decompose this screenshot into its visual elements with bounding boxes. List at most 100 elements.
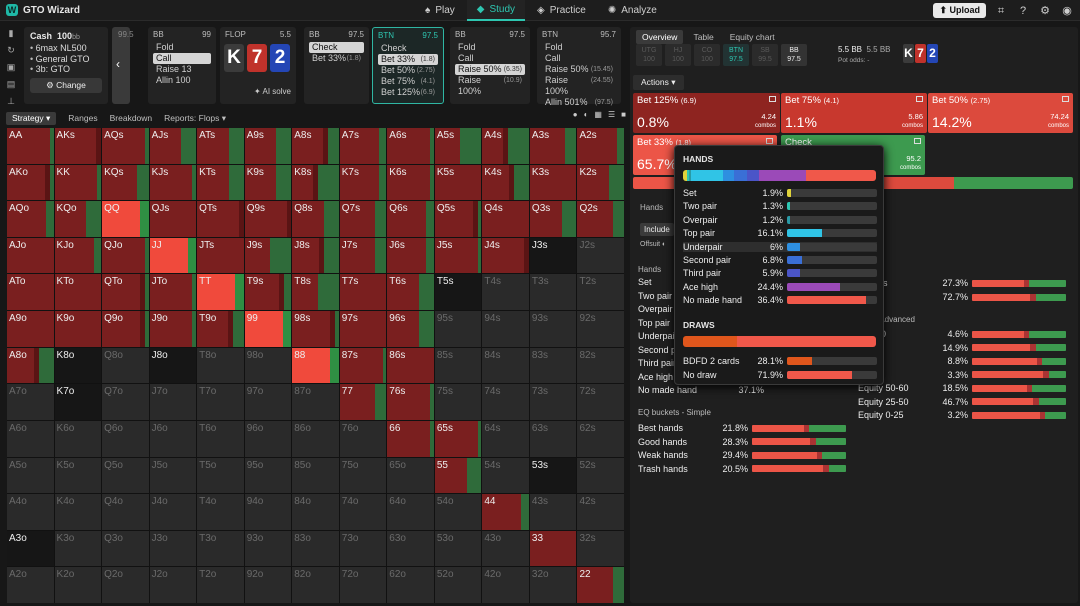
export-icon[interactable]: ⊥ — [7, 96, 15, 106]
hand-cell-k6s[interactable]: K6s — [387, 164, 434, 201]
hand-cell-64s[interactable]: 64s — [482, 420, 529, 457]
tab-equity-chart[interactable]: Equity chart — [729, 32, 775, 42]
hand-cell-55[interactable]: 55 — [434, 457, 482, 494]
player-column-btn[interactable]: BTN 95.7 Fold Call Raise 50% (15.45) Raise 100… — [537, 27, 621, 107]
hand-cell-q7s[interactable]: Q7s — [339, 201, 387, 237]
hand-cell-t6s[interactable]: T6s — [387, 274, 434, 311]
hand-cell-q7o[interactable]: Q7o — [102, 384, 149, 420]
player-column-bb[interactable]: BB 99 Fold Call Raise 13 Allin 100 — [148, 27, 216, 104]
tab-reports-flops[interactable]: Reports: Flops ▾ — [164, 112, 227, 123]
hand-cell-76o[interactable]: 76o — [339, 420, 387, 457]
hand-cell-j8s[interactable]: J8s — [292, 237, 339, 274]
hand-cell-22[interactable]: 22 — [577, 567, 624, 603]
hand-cell-82s[interactable]: 82s — [577, 347, 624, 384]
hand-cell-97o[interactable]: 97o — [244, 384, 292, 420]
hand-cell-k7o[interactable]: K7o — [54, 384, 102, 420]
hand-cell-a9o[interactable]: A9o — [7, 311, 54, 347]
hand-cell-t4s[interactable]: T4s — [482, 274, 529, 311]
contrast-icon[interactable]: ◐ — [583, 110, 589, 119]
hand-cell-85o[interactable]: 85o — [292, 457, 339, 494]
nav-study[interactable]: ◆ Study — [466, 0, 526, 21]
hand-cell-87o[interactable]: 87o — [292, 384, 339, 420]
hand-cell-a2s[interactable]: A2s — [577, 128, 624, 164]
hand-cell-t6o[interactable]: T6o — [197, 420, 244, 457]
hand-cell-kk[interactable]: KK — [54, 164, 102, 201]
position-btn[interactable]: BTN 97.5 — [723, 44, 749, 66]
hand-cell-j2s[interactable]: J2s — [577, 237, 624, 274]
action-box-1[interactable]: Bet 75% (4.1) 1.1% 5.86 combos — [781, 93, 927, 133]
hand-cell-q2s[interactable]: Q2s — [577, 201, 624, 237]
hand-cell-95o[interactable]: 95o — [244, 457, 292, 494]
action-box-0[interactable]: Bet 125% (6.9) 0.8% 4.24 combos — [633, 93, 780, 133]
expand-icon[interactable] — [769, 96, 776, 102]
hand-cell-77[interactable]: 77 — [339, 384, 387, 420]
change-button[interactable]: ⚙ Change — [30, 77, 102, 93]
position-sb[interactable]: SB 99.5 — [752, 44, 778, 66]
hand-cell-t2o[interactable]: T2o — [197, 567, 244, 603]
hand-cell-j7s[interactable]: J7s — [339, 237, 387, 274]
hand-cell-k7s[interactable]: K7s — [339, 164, 387, 201]
hand-cell-q5s[interactable]: Q5s — [434, 201, 482, 237]
hand-cell-95s[interactable]: 95s — [434, 311, 482, 347]
hand-cell-43s[interactable]: 43s — [529, 494, 577, 530]
hand-cell-a5o[interactable]: A5o — [7, 457, 54, 494]
hand-cell-92o[interactable]: 92o — [244, 567, 292, 603]
hand-cell-32o[interactable]: 32o — [529, 567, 577, 603]
hand-cell-73s[interactable]: 73s — [529, 384, 577, 420]
hand-cell-t3o[interactable]: T3o — [197, 530, 244, 567]
action-option[interactable]: Raise 13 — [153, 64, 211, 75]
hand-cell-k4s[interactable]: K4s — [482, 164, 529, 201]
hand-cell-q8s[interactable]: Q8s — [292, 201, 339, 237]
hand-cell-aks[interactable]: AKs — [54, 128, 102, 164]
hand-cell-44[interactable]: 44 — [482, 494, 529, 530]
hand-cell-83s[interactable]: 83s — [529, 347, 577, 384]
hand-cell-ako[interactable]: AKo — [7, 164, 54, 201]
refresh-icon[interactable]: ↻ — [7, 45, 15, 55]
hand-cell-93s[interactable]: 93s — [529, 311, 577, 347]
hand-cell-76s[interactable]: 76s — [387, 384, 434, 420]
actions-dropdown[interactable]: Actions ▾ — [633, 75, 684, 90]
hand-cell-74o[interactable]: 74o — [339, 494, 387, 530]
print-icon[interactable]: ▤ — [6, 79, 16, 89]
hand-cell-t5s[interactable]: T5s — [434, 274, 482, 311]
hand-cell-53o[interactable]: 53o — [434, 530, 482, 567]
hand-cell-97s[interactable]: 97s — [339, 311, 387, 347]
upload-button[interactable]: ⬆ Upload — [933, 3, 986, 18]
hand-cell-ajo[interactable]: AJo — [7, 237, 54, 274]
nav-play[interactable]: ♠ Play — [415, 0, 465, 21]
hand-cell-a7o[interactable]: A7o — [7, 384, 54, 420]
action-option[interactable]: Fold — [542, 42, 616, 53]
hand-cell-k2o[interactable]: K2o — [54, 567, 102, 603]
hand-cell-92s[interactable]: 92s — [577, 311, 624, 347]
hand-cell-q8o[interactable]: Q8o — [102, 347, 149, 384]
tab-overview[interactable]: Overview — [636, 30, 684, 44]
hand-cell-t9s[interactable]: T9s — [244, 274, 292, 311]
help-icon[interactable]: ? — [1019, 4, 1027, 17]
hand-cell-94s[interactable]: 94s — [482, 311, 529, 347]
hand-cell-qts[interactable]: QTs — [197, 201, 244, 237]
hand-cell-t2s[interactable]: T2s — [577, 274, 624, 311]
hand-cell-q2o[interactable]: Q2o — [102, 567, 149, 603]
hand-cell-82o[interactable]: 82o — [292, 567, 339, 603]
hand-cell-kjo[interactable]: KJo — [54, 237, 102, 274]
hand-cell-jj[interactable]: JJ — [149, 237, 197, 274]
ai-solve-button[interactable]: ✦ AI solve — [254, 87, 291, 96]
hand-cell-q5o[interactable]: Q5o — [102, 457, 149, 494]
hand-cell-33[interactable]: 33 — [529, 530, 577, 567]
hand-cell-73o[interactable]: 73o — [339, 530, 387, 567]
hand-cell-42o[interactable]: 42o — [482, 567, 529, 603]
player-column-bb[interactable]: BB 97.5 Check Bet 33% (1.8) — [304, 27, 369, 104]
player-column-btn[interactable]: BTN 97.5 Check Bet 33% (1.8) Bet 50% (2.75) Bet… — [372, 27, 444, 104]
hand-cell-a8s[interactable]: A8s — [292, 128, 339, 164]
position-hj[interactable]: HJ 100 — [665, 44, 691, 66]
tab-ranges[interactable]: Ranges — [68, 113, 98, 123]
hand-cell-k8s[interactable]: K8s — [292, 164, 339, 201]
hand-cell-k9s[interactable]: K9s — [244, 164, 292, 201]
hand-cell-k6o[interactable]: K6o — [54, 420, 102, 457]
hand-cell-94o[interactable]: 94o — [244, 494, 292, 530]
hand-cell-q9o[interactable]: Q9o — [102, 311, 149, 347]
hand-cell-65o[interactable]: 65o — [387, 457, 434, 494]
hand-cell-j2o[interactable]: J2o — [149, 567, 197, 603]
grid-icon[interactable]: ▦ — [594, 110, 602, 119]
hand-cell-52s[interactable]: 52s — [577, 457, 624, 494]
